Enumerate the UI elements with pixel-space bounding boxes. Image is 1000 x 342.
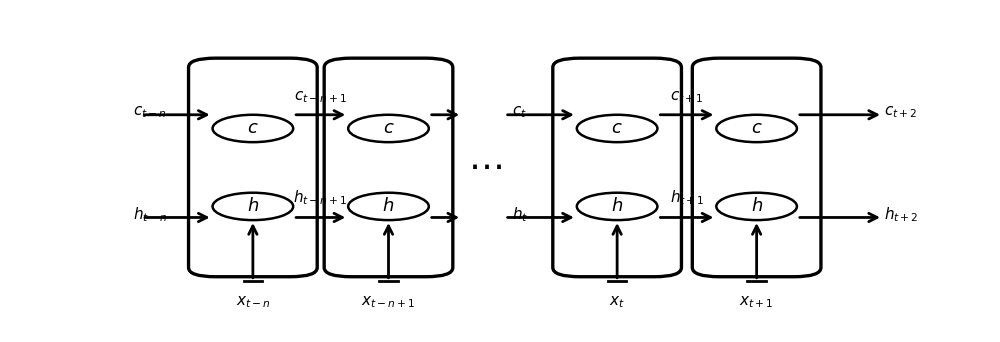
Text: $h_t$: $h_t$: [512, 206, 529, 224]
Text: $c_{t-n+1}$: $c_{t-n+1}$: [294, 89, 347, 105]
Text: $c_{t+2}$: $c_{t+2}$: [885, 104, 918, 120]
Circle shape: [716, 115, 797, 142]
Circle shape: [577, 193, 657, 220]
Circle shape: [577, 115, 657, 142]
Text: $x_{t+1}$: $x_{t+1}$: [739, 294, 774, 310]
FancyBboxPatch shape: [324, 58, 453, 277]
Text: $c$: $c$: [247, 119, 259, 137]
Text: $h_{t-n+1}$: $h_{t-n+1}$: [293, 189, 348, 207]
Text: $c$: $c$: [751, 119, 762, 137]
Text: $h_{t+2}$: $h_{t+2}$: [885, 206, 919, 224]
Text: $x_{t-n+1}$: $x_{t-n+1}$: [361, 294, 416, 310]
Text: $h_{t-n}$: $h_{t-n}$: [133, 206, 168, 224]
Text: $\cdots$: $\cdots$: [468, 150, 502, 184]
Circle shape: [213, 193, 293, 220]
Circle shape: [716, 193, 797, 220]
Text: $h$: $h$: [611, 197, 623, 215]
Text: $h$: $h$: [751, 197, 763, 215]
Text: $h$: $h$: [247, 197, 259, 215]
Text: $c_t$: $c_t$: [512, 104, 527, 120]
Circle shape: [348, 193, 429, 220]
Text: $c_{t-n}$: $c_{t-n}$: [133, 104, 166, 120]
Circle shape: [348, 115, 429, 142]
Text: $c_{t+1}$: $c_{t+1}$: [670, 89, 704, 105]
Circle shape: [213, 115, 293, 142]
FancyBboxPatch shape: [553, 58, 681, 277]
Text: $x_{t-n}$: $x_{t-n}$: [236, 294, 270, 310]
Text: $h_{t+1}$: $h_{t+1}$: [670, 189, 704, 207]
Text: $c$: $c$: [383, 119, 394, 137]
FancyBboxPatch shape: [692, 58, 821, 277]
Text: $h$: $h$: [382, 197, 395, 215]
Text: $c$: $c$: [611, 119, 623, 137]
Text: $x_t$: $x_t$: [609, 294, 625, 310]
FancyBboxPatch shape: [189, 58, 317, 277]
